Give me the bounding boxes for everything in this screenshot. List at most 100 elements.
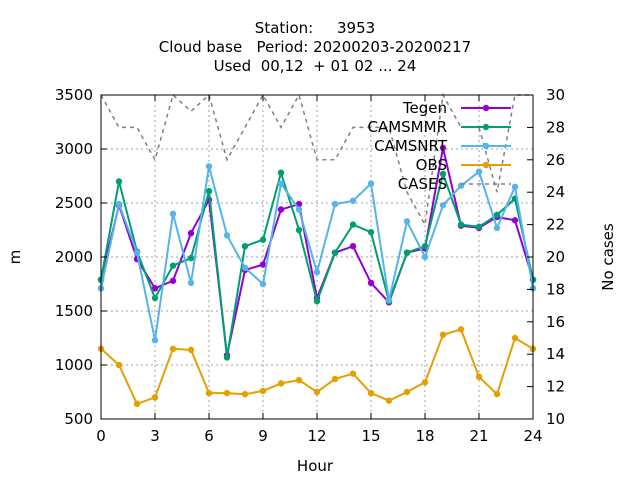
y-axis-label: m (6, 250, 24, 265)
series-camsmmr-point (115, 178, 123, 185)
series-obs-point (475, 373, 483, 381)
series-camsnrt-point (403, 218, 411, 225)
legend-label-cases: CASES (398, 175, 447, 193)
y-tick-label: 3000 (55, 140, 93, 158)
series-camsmmr-point (241, 243, 249, 250)
chart-title-line-1: Station: 3953 (255, 19, 375, 37)
series-camsmmr-point (493, 211, 501, 219)
series-tegen-point (151, 285, 159, 292)
series-camsnrt-point (421, 253, 429, 261)
series-cases-line (100, 92, 533, 227)
series-obs-point (151, 394, 159, 401)
series-tegen-point (169, 277, 177, 284)
series-camsmmr-point (331, 249, 339, 256)
y-tick-label: 2500 (55, 194, 93, 212)
series-camsmmr-point (187, 254, 195, 262)
legend-label-camsnrt: CAMSNRT (374, 137, 448, 155)
series-obs-point (169, 345, 177, 352)
x-tick-label: 15 (361, 427, 380, 445)
series-obs-point (241, 390, 249, 398)
y2-tick-label: 24 (546, 183, 565, 201)
series-camsnrt-point (133, 249, 141, 256)
series-obs-point (187, 346, 195, 354)
series-camsmmr-point (367, 228, 375, 236)
series-obs-point (367, 389, 375, 397)
series-camsmmr-point (349, 221, 357, 228)
y2-tick-label: 14 (546, 345, 565, 363)
series-obs-point (133, 400, 141, 408)
series-camsnrt-point (187, 279, 195, 287)
series-camsnrt-point (439, 201, 447, 209)
series-layer (97, 92, 537, 408)
series-camsnrt-point (511, 183, 519, 190)
series-obs-point (421, 379, 429, 386)
series-camsmmr-point (259, 236, 267, 243)
series-tegen-point (511, 217, 519, 224)
y-tick-label: 1500 (55, 302, 93, 320)
y2-tick-label: 22 (546, 216, 565, 234)
legend-label-camsmmr: CAMSMMR (367, 118, 447, 136)
y-tick-label: 3500 (55, 86, 93, 104)
y-tick-label: 2000 (55, 248, 93, 266)
series-camsnrt-point (223, 232, 231, 239)
x-tick-label: 21 (469, 427, 488, 445)
series-obs-point (457, 326, 465, 333)
series-obs-point (259, 387, 267, 395)
series-camsmmr-point (457, 221, 465, 228)
series-tegen-point (367, 279, 375, 287)
series-camsnrt-point (205, 163, 213, 170)
series-camsnrt-point (493, 224, 501, 232)
series-camsmmr-point (439, 170, 447, 178)
x-tick-label: 12 (307, 427, 326, 445)
series-camsnrt-point (295, 206, 303, 213)
series-obs-point (331, 375, 339, 383)
y2-tick-label: 30 (546, 86, 565, 104)
chart-title: Station: 3953 Cloud base Period: 2020020… (159, 19, 471, 75)
axes: 0 3 6 9 12 15 18 21 24 500 1000 1500 2000 2500 3000 350… (55, 86, 565, 445)
series-obs-point (439, 331, 447, 338)
series-camsmmr-point (313, 298, 321, 305)
chart-title-line-2: Cloud base Period: 20200203-20200217 (159, 38, 471, 56)
y2-tick-label: 20 (546, 248, 565, 266)
x-tick-label: 24 (523, 427, 542, 445)
y2-axis-label: No cases (599, 223, 617, 291)
series-obs-point (223, 389, 231, 397)
series-obs-point (349, 370, 357, 377)
y2-tick-label: 10 (546, 410, 565, 428)
series-tegen-point (277, 206, 285, 213)
series-camsnrt-point (313, 268, 321, 276)
series-camsnrt-point (331, 200, 339, 208)
legend-marker-tegen (482, 104, 490, 112)
series-obs-point (295, 376, 303, 384)
chart-title-line-3: Used 00,12 + 01 02 ... 24 (214, 57, 417, 75)
legend-marker-camsmmr (482, 123, 490, 131)
x-tick-label: 9 (258, 427, 268, 445)
series-camsnrt-point (169, 210, 177, 217)
legend-label-obs: OBS (416, 156, 447, 174)
series-camsnrt-point (367, 180, 375, 187)
series-camsmmr-point (421, 243, 429, 250)
legend-marker-obs (482, 161, 490, 169)
y2-tick-label: 28 (546, 118, 565, 136)
series-camsnrt-point (259, 280, 267, 288)
series-camsmmr-point (295, 226, 303, 234)
x-tick-label: 3 (150, 427, 160, 445)
y-tick-label: 500 (64, 410, 93, 428)
legend-marker-camsnrt (482, 142, 490, 150)
series-tegen-point (259, 261, 267, 268)
x-axis-label: Hour (297, 457, 334, 475)
y-tick-label: 1000 (55, 356, 93, 374)
series-camsmmr-point (475, 223, 483, 230)
series-obs-point (385, 397, 393, 404)
series-camsmmr-point (403, 249, 411, 256)
y2-tick-label: 26 (546, 151, 565, 169)
series-camsnrt-point (349, 197, 357, 205)
series-camsmmr-point (223, 354, 231, 361)
series-obs-point (313, 388, 321, 396)
series-camsmmr-point (277, 169, 285, 176)
series-camsnrt-point (241, 264, 249, 271)
x-tick-label: 18 (415, 427, 434, 445)
series-tegen-point (349, 243, 357, 250)
